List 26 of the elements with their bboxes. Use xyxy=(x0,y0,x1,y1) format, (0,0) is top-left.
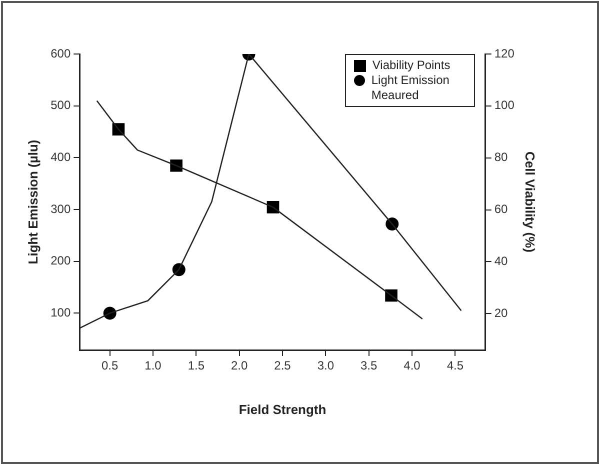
x-tick-label: 1.0 xyxy=(144,358,162,373)
y2-tick-label: 20 xyxy=(494,306,508,320)
y-tick-label: 600 xyxy=(50,46,71,60)
y-tick-label: 200 xyxy=(50,254,71,268)
x-tick-label: 1.5 xyxy=(188,358,205,373)
y2-tick-label: 80 xyxy=(494,150,508,164)
y-tick-label: 500 xyxy=(50,98,71,112)
y2-tick-label: 40 xyxy=(494,254,508,268)
y2-axis-title: Cell Viability (%) xyxy=(522,152,538,252)
x-tick-label: 4.0 xyxy=(404,358,421,373)
y-axis-title: Light Emission (µlu) xyxy=(25,140,40,264)
y2-tick-label: 120 xyxy=(494,46,515,60)
x-tick-label: 4.5 xyxy=(446,358,464,373)
x-tick-label: 2.5 xyxy=(274,358,292,373)
legend-label: Light Emission Meaured xyxy=(371,73,450,103)
y-tick-label: 300 xyxy=(50,202,71,216)
y2-tick-label: 100 xyxy=(494,98,515,112)
x-tick-label: 3.0 xyxy=(317,358,334,373)
x-tick-label: 3.5 xyxy=(360,358,378,373)
y-tick-label: 400 xyxy=(50,150,71,164)
y2-tick-label: 60 xyxy=(494,202,508,216)
x-tick-label: 2.0 xyxy=(230,358,248,373)
x-axis-title: Field Strength xyxy=(238,402,326,417)
legend-label: Viability Points xyxy=(372,58,450,73)
x-tick-label: 0.5 xyxy=(101,358,118,373)
y-tick-label: 100 xyxy=(50,306,71,320)
